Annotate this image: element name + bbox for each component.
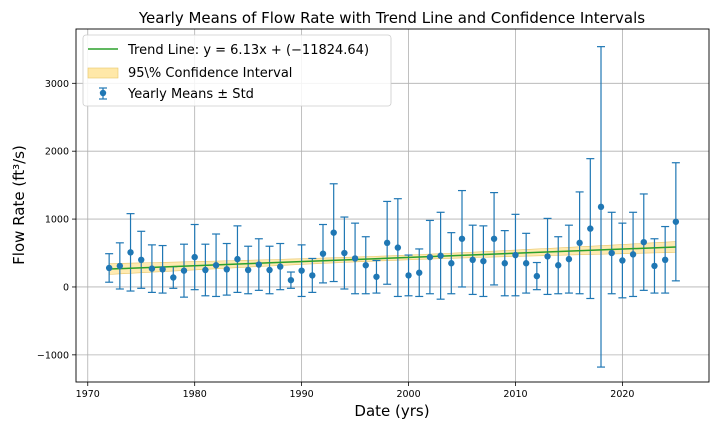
data-point [255,261,263,268]
data-point [148,265,156,272]
data-point [619,257,626,264]
data-point [383,239,391,247]
data-point [405,272,412,279]
y-tick-label: 0 [63,282,69,293]
y-tick-label: 1000 [45,215,69,226]
trend-line [109,246,676,270]
data-point [672,218,680,225]
chart-title: Yearly Means of Flow Rate with Trend Lin… [138,9,645,27]
data-point [469,256,476,264]
data-point [651,262,658,270]
data-point [555,262,562,269]
data-point [597,203,605,211]
y-ticks: −1000 0 1000 2000 3000 [37,79,76,361]
data-point [373,273,380,280]
x-tick-label: 1980 [183,389,207,400]
plot-frame [75,28,710,383]
data-point [608,249,615,257]
data-point [480,257,487,265]
data-point [202,266,209,274]
data-point [490,235,498,242]
x-tick-label: 2020 [610,389,634,400]
data-point [223,266,230,273]
data-point [309,272,316,279]
y-tick-label: 2000 [45,147,69,158]
data-point [319,250,327,257]
data-point [212,262,220,269]
data-point [416,269,423,276]
data-point [458,235,466,242]
y-axis-label: Flow Rate (ft³/s) [10,145,28,265]
data-point [180,267,188,274]
x-axis-label: Date (yrs) [354,402,429,420]
data-point [159,266,166,273]
legend-means-label: Yearly Means ± Std [127,87,254,102]
data-point [629,251,637,258]
data-point [394,244,402,251]
x-tick-label: 1990 [290,389,314,400]
data-point [544,253,551,260]
data-point [191,253,198,261]
legend: Trend Line: y = 6.13x + (−11824.64) 95\%… [82,34,392,107]
data-points [105,203,680,284]
data-point [298,267,305,274]
data-point [512,251,519,259]
y-tick-label: −1000 [37,350,69,361]
data-point [170,274,177,281]
data-point [565,255,573,263]
data-point [287,276,295,284]
data-point [266,266,273,274]
data-point [351,255,359,262]
legend-ci-label: 95\% Confidence Interval [128,66,292,81]
x-tick-label: 1970 [76,389,100,400]
data-point [533,272,541,280]
data-point [661,256,669,264]
data-point [277,263,284,270]
trend-line-layer [109,246,676,270]
data-point [138,256,145,264]
data-point [234,255,241,263]
data-point [501,260,508,267]
legend-box [82,34,392,107]
data-point [587,225,594,232]
data-point [448,260,455,267]
legend-ci-swatch [87,67,119,79]
data-point [522,260,530,267]
data-point [105,264,113,272]
data-point [244,266,252,274]
data-point [127,249,134,256]
data-point [640,238,647,246]
data-point [330,229,337,236]
data-point [426,253,434,261]
legend-trend-label: Trend Line: y = 6.13x + (−11824.64) [127,43,369,58]
y-tick-label: 3000 [45,79,69,90]
data-point [362,262,369,269]
x-tick-label: 2010 [503,389,527,400]
data-point [341,249,348,257]
data-point [437,252,444,259]
x-ticks: 1970 1980 1990 2000 2010 2020 [76,382,634,400]
legend-point-marker [99,89,107,97]
data-point [116,262,124,270]
x-tick-label: 2000 [396,389,420,400]
data-point [576,239,583,247]
